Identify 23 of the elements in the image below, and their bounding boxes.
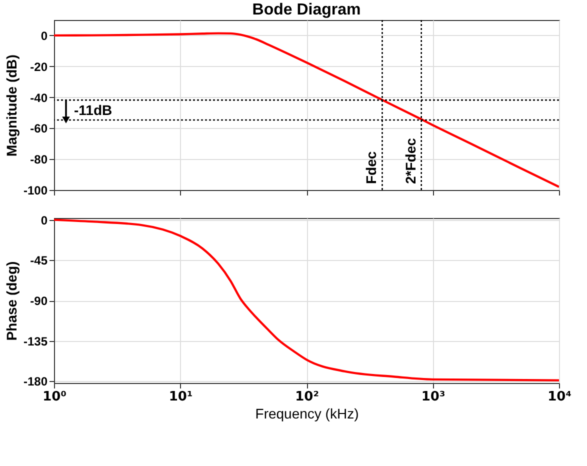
y-tick-label: -100	[23, 184, 48, 198]
y-tick-label: -20	[30, 60, 48, 74]
y-tick-label: -45	[30, 254, 48, 268]
y-tick-label: 0	[40, 28, 48, 43]
annotation: -11dB	[74, 102, 112, 118]
y-axis-title: Phase (deg)	[3, 261, 20, 341]
y-tick-label: -40	[30, 90, 48, 105]
chart-title: Bode Diagram	[252, 1, 361, 18]
y-tick-label: -60	[30, 122, 48, 136]
x-tick-label: 10²	[295, 390, 319, 404]
x-tick-label: 10³	[421, 390, 446, 404]
x-axis-title: Frequency (kHz)	[255, 406, 359, 422]
y-tick-label: -135	[23, 334, 48, 348]
ref-line-label: Fdec	[363, 151, 380, 184]
x-tick-label: 10⁴	[548, 390, 572, 404]
y-tick-label: 0	[40, 213, 48, 228]
y-tick-label: -90	[30, 294, 48, 308]
y-axis-title: Magnitude (dB)	[3, 54, 20, 156]
x-tick-label: 10⁰	[42, 390, 67, 404]
x-tick-label: 10¹	[168, 390, 193, 404]
ref-line-label: 2*Fdec	[402, 138, 418, 184]
y-tick-label: -80	[30, 152, 48, 167]
y-tick-label: -180	[23, 374, 48, 389]
